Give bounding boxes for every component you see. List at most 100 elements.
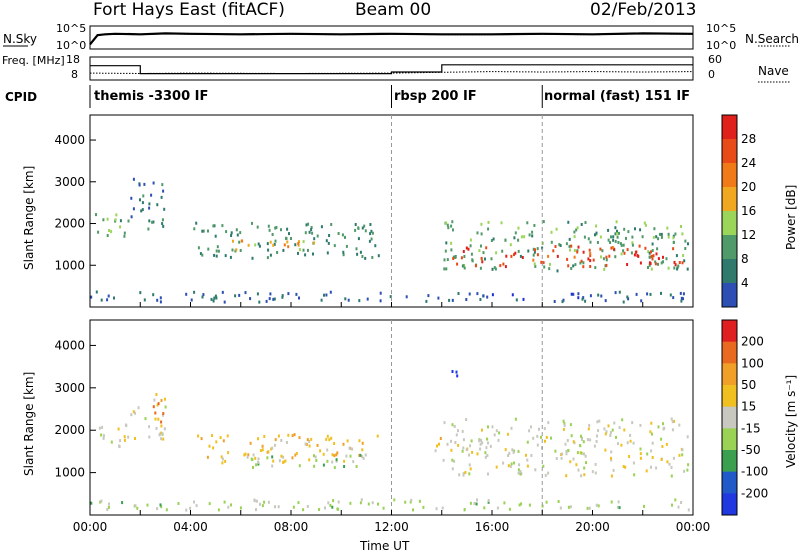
power-panel-cell: [143, 298, 146, 302]
power-panel-cell: [269, 240, 272, 244]
velocity-panel-cell: [581, 438, 583, 441]
power-panel-cell: [452, 228, 454, 232]
power-panel-cell: [644, 246, 647, 250]
power-panel-cell: [160, 195, 163, 199]
velocity-panel-cell: [486, 454, 489, 457]
velocity-panel-cell: [160, 505, 163, 509]
power-panel-cell: [374, 244, 377, 248]
power-panel-cell: [229, 255, 232, 259]
velocity-panel-ytick-label-0: 1000: [54, 466, 85, 480]
power-panel-cell: [333, 244, 336, 248]
power-panel-cell: [619, 242, 622, 246]
velocity-panel-cell: [293, 433, 296, 437]
velocity-panel-cell: [367, 502, 370, 506]
velocity-panel-cell: [393, 498, 396, 502]
power-panel-cell: [614, 232, 617, 236]
power-panel-cell: [589, 259, 592, 263]
velocity-panel-cell: [322, 463, 325, 467]
cpid-segment-normal: normal (fast) 151 IF: [544, 89, 691, 104]
velocity-panel-colorbar-tick-6: -100: [741, 465, 768, 479]
power-panel-cell: [159, 300, 162, 304]
velocity-panel-cell: [621, 418, 624, 422]
velocity-panel-cell: [376, 434, 379, 438]
velocity-panel-cell: [164, 405, 167, 409]
power-panel-cell: [662, 260, 664, 264]
velocity-panel-cell: [674, 498, 677, 502]
velocity-panel-cell: [157, 417, 160, 421]
power-panel-colorbar-tick-0: 28: [741, 132, 756, 146]
power-panel-cell: [594, 266, 597, 270]
noise-left-tick-top: 10^5: [56, 22, 87, 35]
freq-right-tick-bottom: 0: [708, 68, 715, 81]
power-panel-cell: [607, 238, 610, 242]
power-panel-cell: [651, 257, 654, 261]
velocity-panel-cell: [331, 460, 334, 464]
power-panel-cell: [605, 255, 608, 259]
power-panel-cell: [570, 267, 573, 270]
power-panel-cell: [575, 228, 578, 232]
velocity-panel-cell: [495, 429, 498, 433]
power-panel-cell: [510, 254, 513, 258]
power-panel-cell: [582, 250, 585, 254]
power-panel-colorbar-tick-3: 16: [741, 204, 756, 218]
power-panel-cell: [660, 232, 663, 236]
velocity-panel-cell: [318, 508, 321, 511]
freq-left-label: Freq. [MHz]: [2, 54, 65, 67]
power-panel-cell: [676, 267, 679, 271]
velocity-panel-cell: [266, 456, 269, 460]
velocity-panel-cell: [446, 442, 449, 446]
power-panel-cell: [108, 229, 111, 232]
power-panel-cell: [298, 240, 300, 244]
power-panel-cell: [622, 249, 625, 253]
power-panel-cell: [297, 242, 300, 245]
power-panel-scatter-points: [90, 177, 689, 304]
velocity-panel-cell: [278, 459, 281, 463]
velocity-panel-cell: [306, 438, 309, 442]
power-panel-cell: [199, 252, 202, 256]
power-panel-cell: [604, 299, 607, 303]
power-panel-cell: [148, 219, 151, 223]
velocity-panel-cell: [361, 455, 364, 459]
power-panel-cell: [267, 224, 270, 228]
power-panel-cell: [648, 263, 651, 267]
power-panel-cell: [151, 220, 154, 224]
power-panel-cell: [462, 250, 465, 253]
velocity-panel-cell: [435, 507, 438, 511]
velocity-panel-cell: [686, 468, 689, 472]
power-panel-cell: [492, 237, 495, 241]
power-panel-cell: [527, 249, 530, 253]
velocity-panel-cell: [483, 506, 486, 510]
power-panel-cell: [256, 225, 259, 229]
power-panel-cell: [639, 228, 642, 232]
power-panel-cell: [481, 260, 484, 264]
power-panel-cell: [550, 240, 553, 244]
velocity-panel-cell: [257, 460, 260, 464]
power-panel-cell: [361, 255, 364, 258]
power-panel-cell: [141, 201, 144, 205]
power-panel-cell: [523, 235, 526, 239]
velocity-panel-cell: [586, 506, 589, 510]
power-panel-cell: [553, 300, 556, 303]
freq-left-tick-bottom: 8: [71, 68, 78, 81]
power-panel-cell: [504, 265, 507, 269]
power-panel-cell: [147, 227, 150, 231]
velocity-panel-colorbar-frame: [721, 319, 738, 516]
power-panel-cell: [462, 264, 465, 268]
velocity-panel-cell: [100, 499, 103, 503]
power-panel-cell: [532, 247, 535, 251]
velocity-panel-cell: [650, 449, 653, 453]
power-panel-cell: [210, 297, 213, 301]
power-panel-cell: [471, 258, 474, 262]
power-panel-cell: [142, 194, 145, 198]
power-panel-cell: [567, 264, 570, 268]
power-panel-cell: [577, 292, 580, 296]
power-panel-cell: [550, 230, 553, 234]
power-panel-cell: [680, 299, 683, 303]
velocity-panel-cell: [587, 427, 590, 431]
power-panel-cell: [618, 290, 621, 294]
power-panel-cell: [573, 230, 576, 234]
power-panel-cell: [536, 247, 539, 251]
velocity-panel-cell: [538, 427, 540, 431]
power-panel-cell: [514, 251, 517, 255]
velocity-panel-cell: [160, 399, 163, 402]
